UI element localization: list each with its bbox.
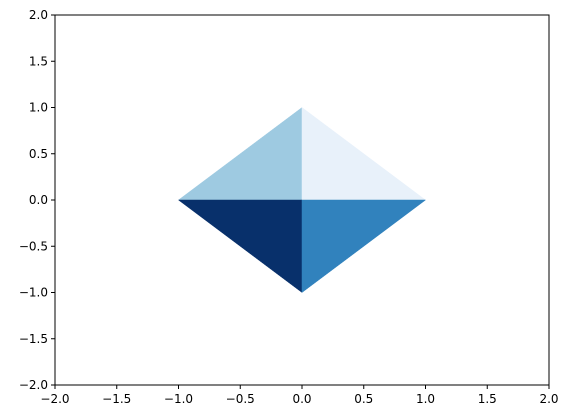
x-tick-label-5: 0.5 bbox=[354, 392, 373, 406]
x-tick-label-7: 1.5 bbox=[478, 392, 497, 406]
y-tick-label-5: 0.5 bbox=[29, 147, 48, 161]
y-tick-label-3: −0.5 bbox=[19, 239, 48, 253]
polygon-1 bbox=[301, 107, 427, 201]
y-tick-label-2: −1.0 bbox=[19, 286, 48, 300]
y-tick-label-8: 2.0 bbox=[29, 8, 48, 22]
y-tick-label-0: −2.0 bbox=[19, 378, 48, 392]
x-tick-label-6: 1.0 bbox=[416, 392, 435, 406]
x-tick-label-8: 2.0 bbox=[539, 392, 558, 406]
polygon-0 bbox=[177, 107, 303, 201]
x-tick-label-2: −1.0 bbox=[164, 392, 193, 406]
x-axis: −2.0 −1.5 −1.0 −0.5 0.0 0.5 1.0 1.5 2.0 bbox=[40, 385, 559, 406]
y-tick-label-6: 1.0 bbox=[29, 101, 48, 115]
x-tick-label-3: −0.5 bbox=[226, 392, 255, 406]
x-tick-label-0: −2.0 bbox=[40, 392, 69, 406]
polygons-layer bbox=[177, 107, 427, 293]
x-tick-label-4: 0.0 bbox=[292, 392, 311, 406]
x-tick-label-1: −1.5 bbox=[102, 392, 131, 406]
y-axis: −2.0 −1.5 −1.0 −0.5 0.0 0.5 1.0 1.5 2.0 bbox=[19, 8, 55, 392]
y-tick-label-1: −1.5 bbox=[19, 332, 48, 346]
y-tick-label-7: 1.5 bbox=[29, 54, 48, 68]
polygon-2 bbox=[177, 199, 303, 293]
y-tick-label-4: 0.0 bbox=[29, 193, 48, 207]
polygon-3 bbox=[301, 199, 427, 293]
